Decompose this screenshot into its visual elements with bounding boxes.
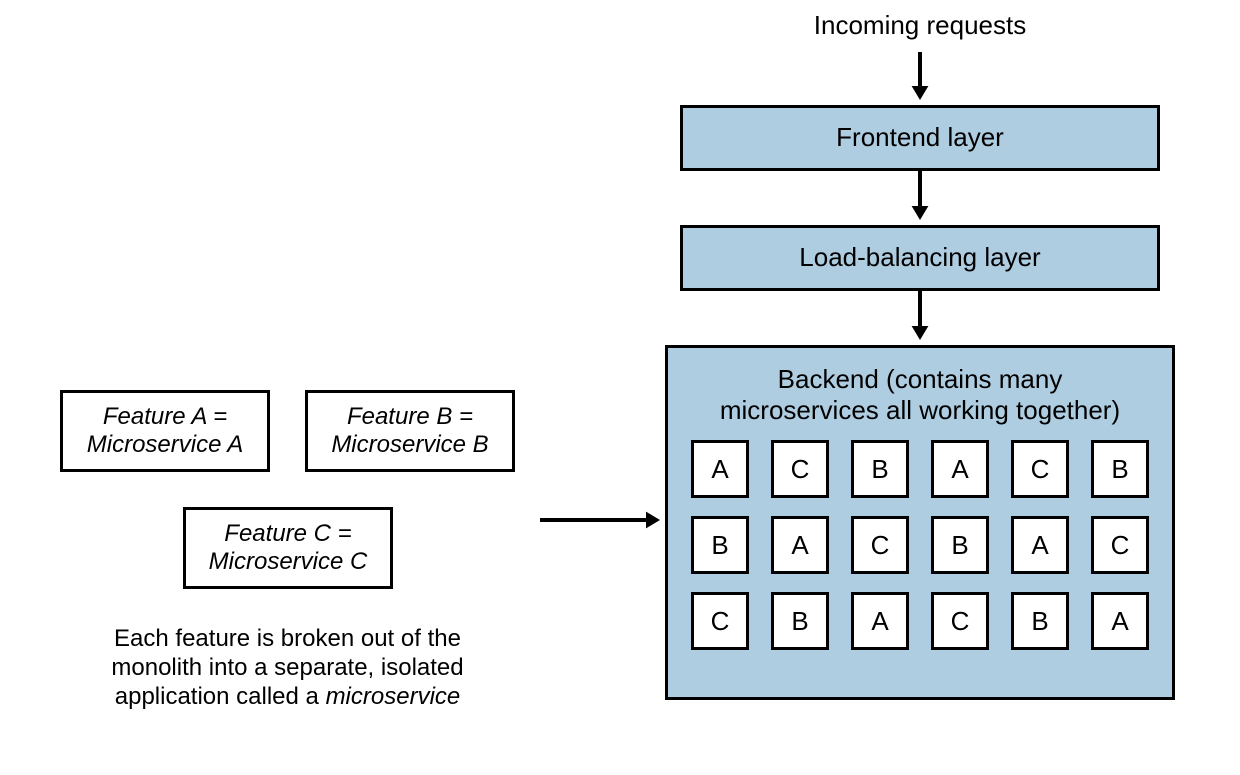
arrows-svg xyxy=(0,0,1240,775)
